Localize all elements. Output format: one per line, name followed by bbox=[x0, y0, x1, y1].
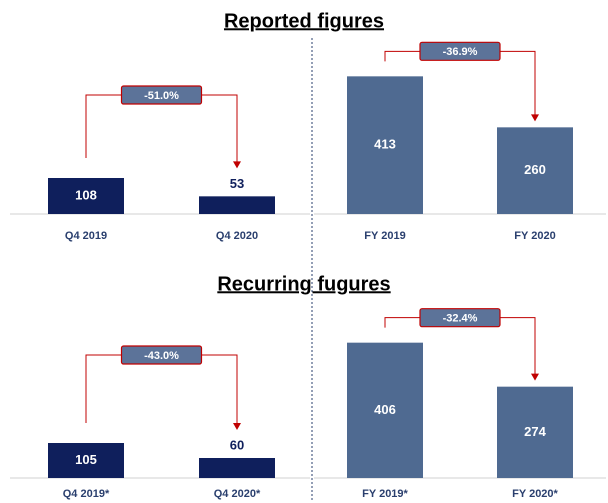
x-tick-label: Q4 2020 bbox=[216, 230, 258, 242]
section-title: Reported figures bbox=[224, 10, 384, 32]
value-label: 260 bbox=[524, 162, 546, 177]
arrow-head bbox=[531, 373, 539, 381]
bar bbox=[497, 386, 573, 478]
x-tick-label: FY 2020 bbox=[514, 230, 555, 242]
bar bbox=[48, 443, 124, 478]
arrow-head bbox=[233, 161, 241, 169]
change-label: -36.9% bbox=[443, 46, 478, 58]
arrow-head bbox=[233, 423, 241, 430]
bar bbox=[48, 178, 124, 214]
bar bbox=[347, 76, 423, 214]
bar bbox=[497, 127, 573, 214]
change-bracket bbox=[85, 354, 238, 424]
change-box bbox=[419, 308, 501, 328]
value-label: 108 bbox=[75, 187, 97, 202]
value-label: 413 bbox=[374, 137, 396, 152]
x-tick-label: Q4 2019* bbox=[63, 488, 110, 500]
x-tick-label: Q4 2019 bbox=[65, 230, 107, 242]
section-title: Recurring fugures bbox=[217, 273, 390, 295]
arrow-head bbox=[531, 114, 539, 122]
value-label: 274 bbox=[524, 424, 546, 439]
bar bbox=[199, 458, 275, 478]
value-label: 105 bbox=[75, 452, 97, 467]
value-label: 60 bbox=[230, 437, 244, 452]
change-box bbox=[419, 41, 501, 61]
change-label: -51.0% bbox=[144, 90, 179, 102]
x-tick-label: FY 2019 bbox=[364, 230, 405, 242]
change-label: -43.0% bbox=[144, 350, 179, 362]
bar bbox=[347, 342, 423, 478]
value-label: 53 bbox=[230, 176, 244, 191]
change-label: -32.4% bbox=[443, 313, 478, 325]
bar bbox=[199, 196, 275, 214]
value-label: 406 bbox=[374, 402, 396, 417]
x-tick-label: FY 2020* bbox=[512, 488, 558, 500]
x-tick-label: FY 2019* bbox=[362, 488, 408, 500]
change-bracket bbox=[85, 94, 238, 163]
change-box bbox=[120, 85, 203, 105]
change-box bbox=[120, 345, 203, 365]
x-tick-label: Q4 2020* bbox=[214, 488, 261, 500]
